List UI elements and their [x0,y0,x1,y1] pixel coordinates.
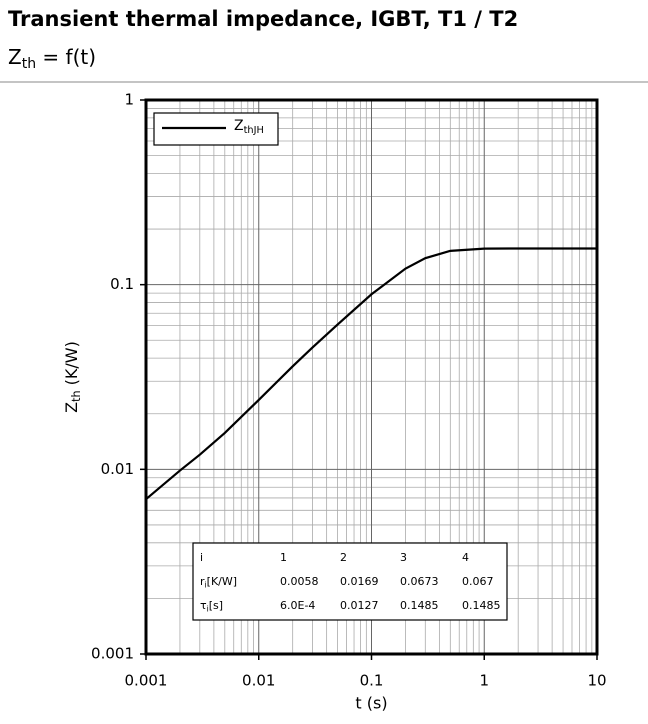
table-box [192,542,508,621]
table-cell: τi[s] [200,599,223,613]
table-cell: 0.1485 [462,599,501,612]
y-tick-label: 1 [124,91,134,109]
y-tick-label: 0.01 [101,460,134,478]
table-cell: 0.0058 [280,575,319,588]
table-cell: 6.0E-4 [280,599,315,612]
subtitle-rest: = f(t) [36,45,96,69]
table-cell: 0.067 [462,575,494,588]
table-cell: 0.0127 [340,599,379,612]
x-tick-label: 0.1 [360,672,384,690]
table-cell-sub: i [207,604,209,613]
line-series [145,247,597,501]
subtitle: Zth = f(t) [8,45,96,73]
table-cell: 0.0169 [340,575,379,588]
y-axis-label-main: Z [62,402,81,413]
plot-frame [144,98,599,656]
y-axis-label: Zth (K/W) [62,341,83,413]
table-cell: 2 [340,551,347,564]
table-cell: i [200,551,203,564]
table-cell: 1 [280,551,287,564]
x-tick-label: 0.001 [125,672,168,690]
table-cell: 0.0673 [400,575,439,588]
table-cell-main: r [200,575,205,588]
title: Transient thermal impedance, IGBT, T1 / … [8,7,518,31]
table-cell: 4 [462,551,469,564]
x-tick-label: 1 [479,672,489,690]
y-axis-label-rest: (K/W) [62,341,81,390]
legend-label: ZthJH [234,118,264,136]
table-cell-rest: [K/W] [207,575,237,588]
table-cell: 0.1485 [400,599,439,612]
subtitle-main: Z [8,45,22,69]
legend-label-sub: thJH [244,125,264,136]
y-axis-label-sub: th [70,390,83,401]
subtitle-sub: th [22,56,36,72]
x-axis-label: t (s) [355,694,387,713]
x-tick-label: 10 [587,672,606,690]
table-cell-main: τ [200,599,207,612]
table-cell: 3 [400,551,407,564]
y-tick-label: 0.1 [110,275,134,293]
y-tick-label: 0.001 [91,645,134,663]
x-tick-label: 0.01 [242,672,275,690]
table-cell-sub: i [205,580,207,589]
table-cell: ri[K/W] [200,575,237,589]
legend-label-main: Z [234,118,244,134]
table-cell-rest: [s] [209,599,223,612]
